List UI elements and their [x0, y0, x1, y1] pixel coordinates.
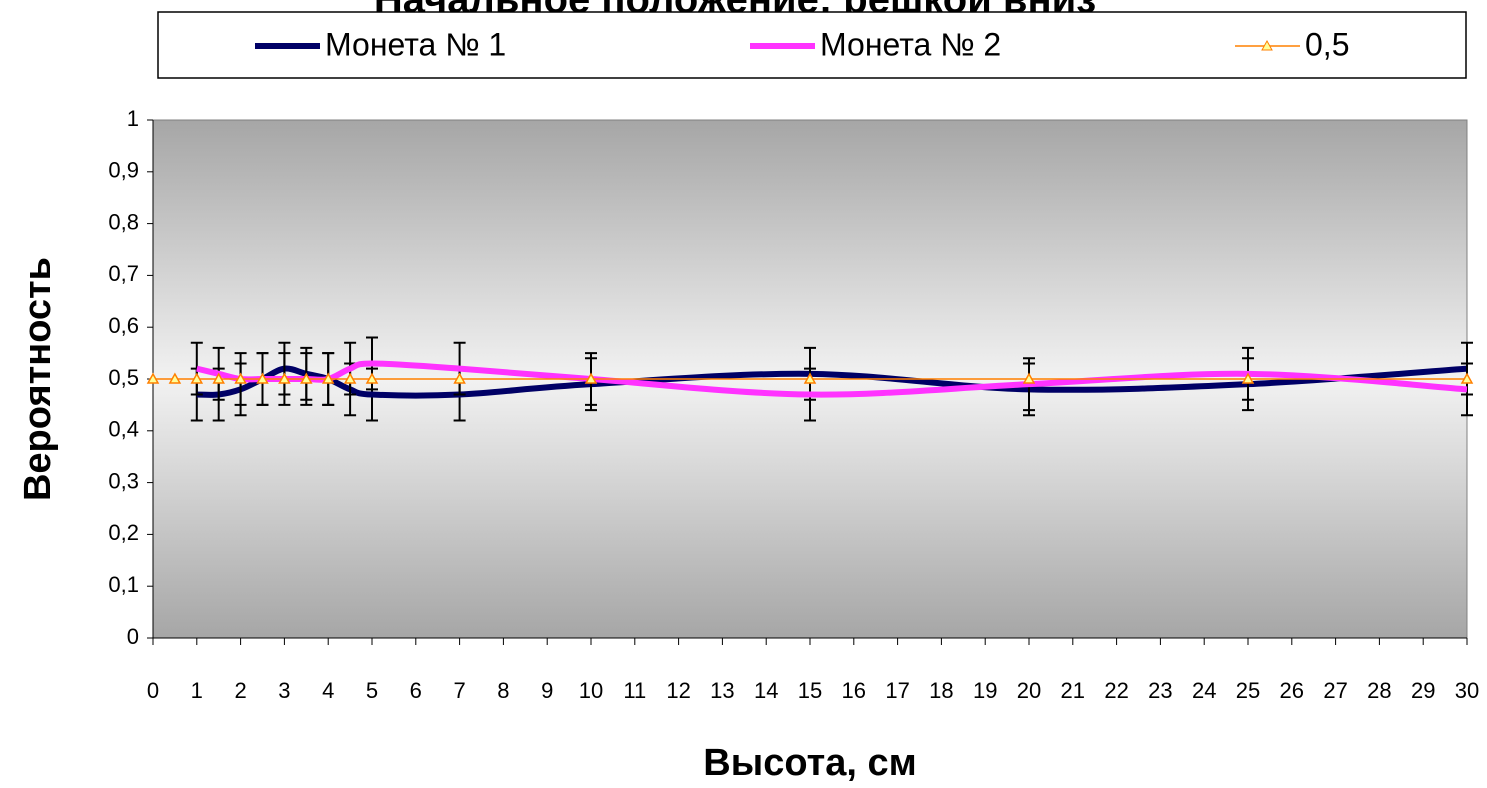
- x-tick-label: 4: [322, 678, 334, 703]
- x-tick-label: 5: [366, 678, 378, 703]
- x-tick-label: 9: [541, 678, 553, 703]
- x-tick-label: 7: [453, 678, 465, 703]
- legend-label: 0,5: [1305, 26, 1349, 62]
- y-tick-label: 1: [127, 106, 139, 131]
- x-tick-label: 11: [623, 678, 646, 703]
- marker: [453, 372, 466, 384]
- marker: [256, 372, 269, 384]
- y-tick-label: 0,7: [108, 261, 139, 286]
- marker: [234, 372, 247, 384]
- marker: [1241, 372, 1255, 384]
- marker: [190, 372, 204, 384]
- x-tick-label: 18: [929, 678, 953, 703]
- marker: [168, 372, 182, 384]
- x-tick-label: 24: [1192, 678, 1216, 703]
- y-tick-label: 0,1: [108, 572, 139, 597]
- x-tick-label: 3: [278, 678, 290, 703]
- x-tick-label: 25: [1236, 678, 1260, 703]
- x-tick-label: 22: [1104, 678, 1128, 703]
- y-tick-label: 0,9: [108, 158, 139, 183]
- x-tick-label: 28: [1367, 678, 1391, 703]
- x-tick-label: 27: [1323, 678, 1347, 703]
- legend-label: Монета № 1: [325, 26, 506, 62]
- marker: [343, 372, 357, 384]
- x-tick-label: 14: [754, 678, 778, 703]
- marker: [321, 372, 335, 384]
- marker: [146, 372, 160, 384]
- legend-marker: [1261, 39, 1273, 51]
- y-tick-label: 0,4: [108, 417, 139, 442]
- x-tick-label: 26: [1280, 678, 1304, 703]
- x-tick-label: 15: [798, 678, 822, 703]
- x-tick-label: 8: [497, 678, 509, 703]
- x-tick-label: 1: [191, 678, 203, 703]
- x-tick-label: 0: [147, 678, 159, 703]
- x-tick-label: 12: [666, 678, 690, 703]
- marker: [365, 372, 379, 384]
- x-tick-label: 13: [710, 678, 734, 703]
- marker: [584, 372, 598, 384]
- x-tick-label: 30: [1455, 678, 1479, 703]
- x-tick-label: 17: [885, 678, 909, 703]
- marker: [212, 372, 225, 384]
- y-tick-label: 0,2: [108, 520, 139, 545]
- x-tick-label: 23: [1148, 678, 1172, 703]
- y-tick-label: 0,6: [108, 313, 139, 338]
- y-tick-label: 0,8: [108, 209, 139, 234]
- marker: [300, 372, 313, 384]
- x-tick-label: 21: [1061, 678, 1085, 703]
- x-tick-label: 10: [579, 678, 603, 703]
- legend-label: Монета № 2: [820, 26, 1001, 62]
- marker: [1460, 372, 1474, 384]
- x-tick-label: 29: [1411, 678, 1435, 703]
- x-axis-title: Высота, см: [703, 742, 916, 784]
- x-tick-label: 19: [973, 678, 997, 703]
- marker: [1022, 372, 1036, 384]
- y-tick-label: 0,3: [108, 468, 139, 493]
- marker: [803, 372, 817, 384]
- marker: [278, 372, 291, 384]
- y-tick-label: 0: [127, 624, 139, 649]
- x-tick-label: 2: [234, 678, 246, 703]
- x-tick-label: 16: [842, 678, 866, 703]
- x-tick-label: 20: [1017, 678, 1041, 703]
- x-tick-label: 6: [410, 678, 422, 703]
- y-axis-title: Вероятность: [17, 257, 59, 501]
- y-tick-label: 0,5: [108, 365, 139, 390]
